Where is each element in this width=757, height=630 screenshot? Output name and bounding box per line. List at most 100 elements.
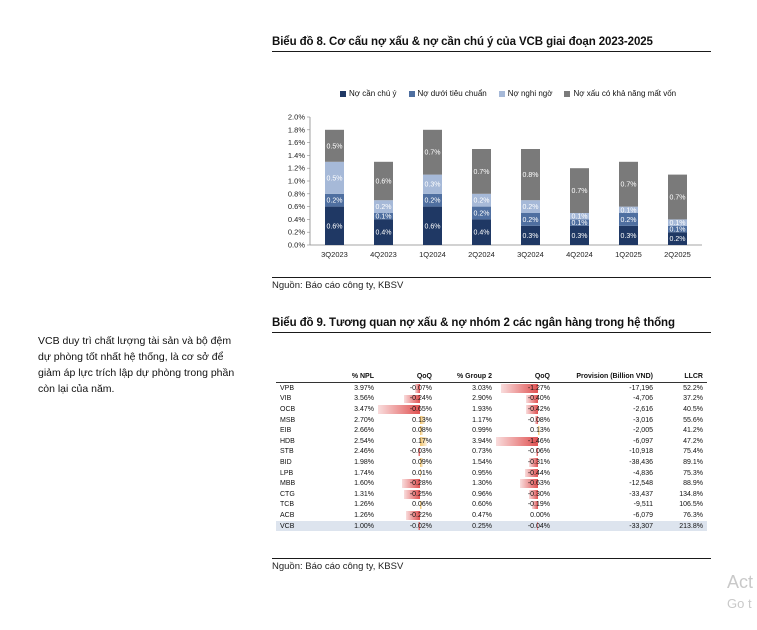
legend-swatch	[564, 90, 571, 97]
cell-npl-qoq-value: -0.07%	[409, 384, 432, 392]
cell-npl-qoq: 0.09%	[378, 457, 436, 468]
legend-swatch	[408, 90, 415, 97]
bar-segment-2Q2024-1	[472, 206, 491, 220]
bar-data-label: 0.7%	[621, 182, 637, 189]
cell-npl-qoq-databar	[419, 415, 425, 425]
cell-group2-qoq: 0.13%	[496, 425, 554, 436]
cell-group2-qoq-databar	[525, 468, 538, 478]
bar-segment-1Q2025-3	[619, 161, 638, 207]
cell-npl-qoq: 0.08%	[378, 425, 436, 436]
cell-npl-qoq: -0.02%	[378, 520, 436, 532]
bar-data-label: 0.2%	[376, 204, 392, 211]
cell-npl: 1.98%	[354, 458, 374, 466]
cell-group2-qoq-value: -1.27%	[527, 384, 550, 392]
x-tick-label: 4Q2023	[370, 250, 397, 259]
bar-data-label: 0.5%	[327, 143, 343, 150]
bar-data-label: 0.7%	[572, 188, 588, 195]
col-header-bank	[276, 370, 318, 383]
cell-npl-qoq: -0.03%	[378, 447, 436, 458]
bar-segment-1Q2025-0	[619, 225, 638, 245]
table-row: VCB 1.00% -0.02% 0.25% -0.04% -33,307 213.8%	[276, 520, 707, 532]
cell-group2-qoq-value: -0.42%	[527, 405, 550, 413]
cell-group2-qoq-value: 0.13%	[530, 427, 550, 435]
cell-group2-qoq-databar	[519, 479, 538, 488]
table-row: HDB 2.54% 0.17% 3.94% -1.46% -6,097 47.2%	[276, 436, 707, 447]
bar-data-label: 0.6%	[376, 179, 392, 186]
bar-segment-3Q2023-1	[325, 193, 344, 207]
cell-llcr: 40.5%	[683, 405, 703, 413]
cell-provision: -17,196	[629, 384, 653, 392]
cell-group2-qoq: -0.04%	[496, 520, 554, 532]
cell-group2-qoq-value: -0.04%	[527, 522, 550, 530]
table-row: LPB 1.74% 0.01% 0.95% -0.44% -4,836 75.3%	[276, 468, 707, 479]
cell-group2-qoq-databar	[529, 489, 538, 499]
cell-group2-qoq: -1.46%	[496, 436, 554, 447]
bar-segment-3Q2023-3	[325, 129, 344, 162]
bar-data-label: 0.2%	[425, 198, 441, 205]
chart8-title: Biểu đồ 8. Cơ cấu nợ xấu & nợ cần chú ý …	[272, 36, 653, 48]
cell-group2: 0.99%	[472, 427, 492, 435]
chart8-title-rule	[272, 51, 711, 52]
cell-npl-qoq-databar	[415, 384, 420, 393]
bar-data-label: 0.2%	[523, 204, 539, 211]
bar-data-label: 0.7%	[474, 169, 490, 176]
cell-llcr: 41.2%	[683, 427, 703, 435]
chart8-source: Nguồn: Báo cáo công ty, KBSV	[272, 280, 404, 291]
cell-npl-qoq-value: -0.25%	[409, 490, 432, 498]
cell-npl-qoq: -0.28%	[378, 478, 436, 489]
chart9-title: Biểu đồ 9. Tương quan nợ xấu & nợ nhóm 2…	[272, 317, 675, 329]
cell-group2: 2.90%	[472, 395, 492, 403]
cell-bank: OCB	[280, 405, 296, 413]
table-row: VPB 3.97% -0.07% 3.03% -1.27% -17,196 52.2%	[276, 383, 707, 394]
legend-swatch	[498, 90, 505, 97]
bar-data-label: 0.2%	[670, 236, 686, 243]
cell-group2-qoq: -0.63%	[496, 478, 554, 489]
activation-watermark-line2: Go t	[727, 596, 752, 611]
cell-group2-qoq-value: -0.08%	[527, 416, 550, 424]
cell-provision: -4,836	[633, 469, 653, 477]
cell-npl: 1.74%	[354, 469, 374, 477]
cell-group2-qoq-value: -0.63%	[527, 480, 550, 488]
cell-llcr: 106.5%	[679, 501, 703, 509]
bar-data-label: 0.3%	[621, 233, 637, 240]
cell-group2-qoq-value: -0.31%	[527, 458, 550, 466]
chart9-table-wrap: % NPL QoQ % Group 2 QoQ Provision (Billi…	[276, 370, 707, 532]
cell-group2-qoq-databar	[528, 458, 538, 467]
bar-data-label: 0.6%	[425, 223, 441, 230]
bar-segment-4Q2024-0	[570, 225, 589, 245]
cell-npl-qoq-databar	[417, 447, 420, 457]
bar-data-label: 0.7%	[670, 195, 686, 202]
y-tick-label: 1.0%	[288, 177, 305, 186]
cell-npl-qoq-value: -0.28%	[409, 480, 432, 488]
cell-group2: 0.60%	[472, 501, 492, 509]
cell-npl: 3.56%	[354, 395, 374, 403]
cell-provision: -10,918	[629, 448, 653, 456]
cell-npl-qoq-databar	[418, 521, 420, 531]
cell-group2: 1.17%	[472, 416, 492, 424]
bar-segment-4Q2023-2	[374, 200, 393, 213]
bar-segment-2Q2025-0	[668, 232, 687, 245]
bar-segment-2Q2025-3	[668, 174, 687, 220]
x-tick-label: 3Q2024	[517, 250, 544, 259]
cell-bank: LPB	[280, 469, 294, 477]
y-tick-label: 0.8%	[288, 189, 305, 198]
y-tick-label: 0.2%	[288, 228, 305, 237]
cell-llcr: 134.8%	[679, 490, 703, 498]
cell-llcr: 75.4%	[683, 448, 703, 456]
cell-group2-qoq: -1.27%	[496, 383, 554, 394]
cell-bank: EIB	[280, 427, 292, 435]
bar-segment-1Q2025-1	[619, 213, 638, 226]
cell-group2: 3.94%	[472, 437, 492, 445]
cell-llcr: 75.3%	[683, 469, 703, 477]
bar-segment-3Q2024-0	[521, 225, 540, 245]
legend-label: Nợ xấu có khả năng mất vốn	[573, 89, 677, 98]
cell-group2: 1.54%	[472, 458, 492, 466]
table-row: MBB 1.60% -0.28% 1.30% -0.63% -12,548 88.9%	[276, 478, 707, 489]
legend-item-1: Nợ dưới tiêu chuẩn	[408, 89, 487, 98]
cell-group2-qoq-value: -0.44%	[527, 469, 550, 477]
table-row: MSB 2.70% 0.13% 1.17% -0.08% -3,016 55.6%	[276, 415, 707, 426]
cell-llcr: 47.2%	[683, 437, 703, 445]
cell-group2-qoq-databar	[536, 521, 538, 531]
cell-llcr: 37.2%	[683, 395, 703, 403]
bar-segment-4Q2024-3	[570, 168, 589, 213]
